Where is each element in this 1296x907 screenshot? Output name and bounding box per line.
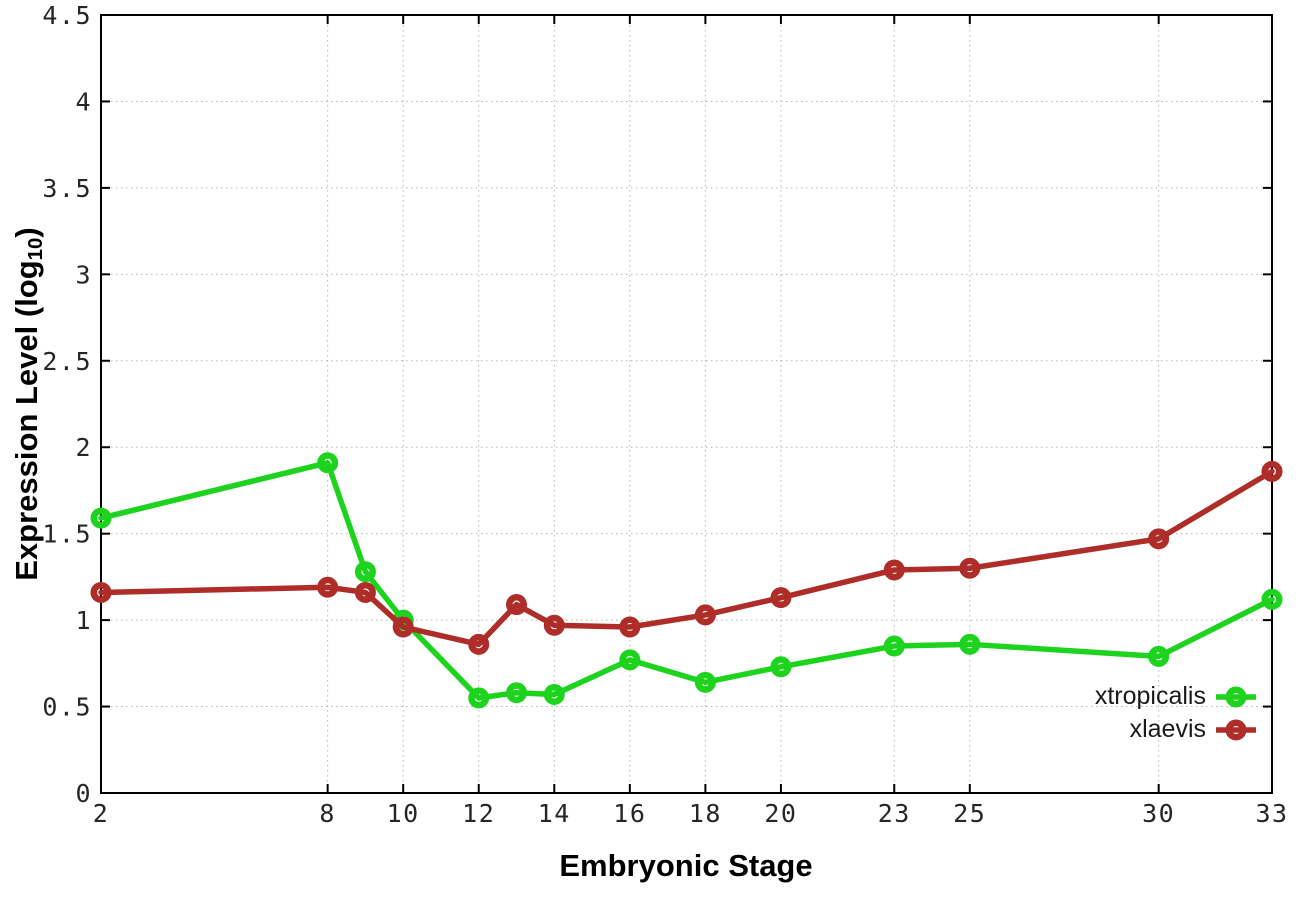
data-point-marker xyxy=(959,557,981,579)
y-axis-title-suffix: ) xyxy=(9,227,44,238)
svg-text:2: 2 xyxy=(75,433,92,462)
data-point-marker xyxy=(959,633,981,655)
data-point-marker xyxy=(1261,588,1283,610)
data-point-marker xyxy=(619,616,641,638)
data-point-marker xyxy=(90,507,112,529)
data-point-marker xyxy=(543,614,565,636)
data-point-marker xyxy=(1148,645,1170,667)
legend-item-xtropicalis: xtropicalis xyxy=(1095,681,1257,712)
svg-text:4: 4 xyxy=(75,87,92,116)
svg-text:18: 18 xyxy=(689,799,722,828)
data-point-marker xyxy=(506,594,528,616)
svg-text:14: 14 xyxy=(538,799,571,828)
svg-text:4.5: 4.5 xyxy=(42,1,92,30)
data-point-marker xyxy=(354,561,376,583)
data-point-marker xyxy=(619,649,641,671)
axis-ticks xyxy=(100,14,1273,794)
data-point-marker xyxy=(694,671,716,693)
y-axis-title: Expression Level (log10) xyxy=(9,227,47,581)
data-point-marker xyxy=(770,656,792,678)
data-point-marker xyxy=(468,687,490,709)
data-point-marker xyxy=(883,635,905,657)
svg-text:25: 25 xyxy=(953,799,986,828)
svg-text:23: 23 xyxy=(878,799,911,828)
series-line xyxy=(98,460,1275,701)
svg-text:10: 10 xyxy=(387,799,420,828)
legend-label-xlaevis: xlaevis xyxy=(1129,715,1206,743)
svg-text:33: 33 xyxy=(1255,799,1288,828)
legend: xtropicalis xlaevis xyxy=(1095,681,1257,745)
svg-text:12: 12 xyxy=(462,799,495,828)
svg-text:8: 8 xyxy=(319,799,336,828)
svg-text:3.5: 3.5 xyxy=(42,174,92,203)
svg-text:2: 2 xyxy=(93,799,110,828)
y-tick-labels: 0 0.5 1 1.5 2 2.5 3 3.5 4 4.5 xyxy=(42,1,92,808)
data-point-marker xyxy=(506,682,528,704)
data-point-marker xyxy=(90,581,112,603)
xlaevis-line-marker-icon xyxy=(1216,719,1256,740)
svg-text:16: 16 xyxy=(613,799,646,828)
data-point-marker xyxy=(1148,528,1170,550)
y-axis-title-text: Expression Level (log xyxy=(9,260,44,581)
svg-text:1: 1 xyxy=(75,606,92,635)
svg-text:2.5: 2.5 xyxy=(42,347,92,376)
data-point-marker xyxy=(1261,460,1283,482)
data-point-marker xyxy=(317,452,339,474)
y-axis-title-subscript: 10 xyxy=(23,237,47,261)
data-point-marker xyxy=(770,587,792,609)
svg-text:0.5: 0.5 xyxy=(42,693,92,722)
data-point-marker xyxy=(694,604,716,626)
series-xtropicalis xyxy=(90,452,1283,709)
data-point-marker xyxy=(317,576,339,598)
data-point-marker xyxy=(392,616,414,638)
x-axis-title: Embryonic Stage xyxy=(559,848,813,883)
x-tick-labels: 2 8 10 12 14 16 18 20 23 25 30 33 xyxy=(93,799,1288,828)
svg-text:20: 20 xyxy=(764,799,797,828)
svg-text:3: 3 xyxy=(75,260,92,289)
legend-label-xtropicalis: xtropicalis xyxy=(1094,682,1206,710)
svg-text:30: 30 xyxy=(1142,799,1175,828)
data-point-marker xyxy=(468,633,490,655)
series-xlaevis xyxy=(90,460,1283,655)
xtropicalis-line-marker-icon xyxy=(1216,686,1256,707)
plot-border xyxy=(100,14,1273,794)
legend-item-xlaevis: xlaevis xyxy=(1095,714,1257,745)
data-point-marker xyxy=(543,683,565,705)
series-line xyxy=(98,468,1275,648)
data-point-marker xyxy=(354,581,376,603)
data-point-marker xyxy=(883,559,905,581)
svg-text:1.5: 1.5 xyxy=(42,520,92,549)
svg-text:0: 0 xyxy=(75,779,92,808)
